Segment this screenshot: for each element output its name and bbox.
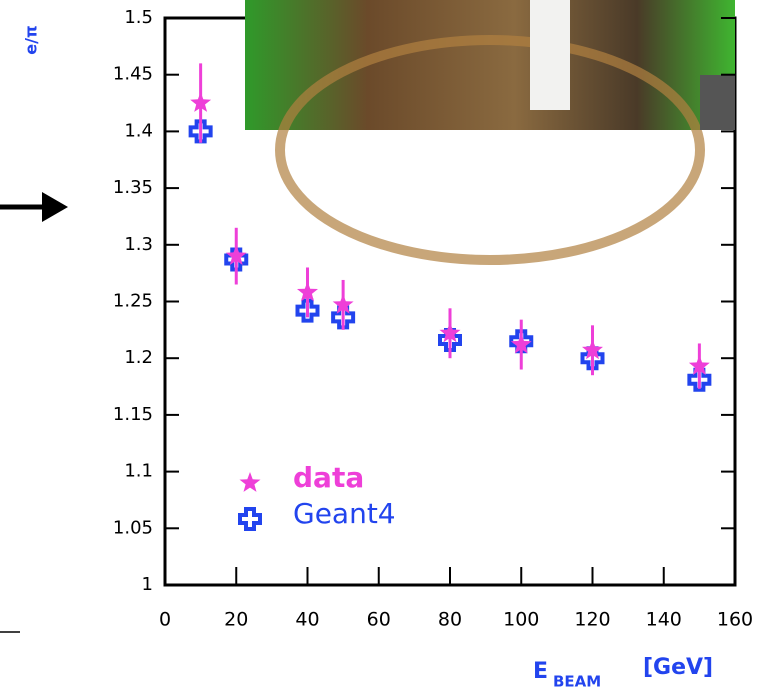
arrow	[0, 192, 68, 222]
x-tick-label: 80	[438, 609, 462, 631]
cross-marker	[240, 509, 260, 529]
x-axis-label-sub: BEAM	[553, 673, 601, 691]
star-marker	[240, 472, 261, 492]
x-tick-label: 0	[159, 609, 171, 631]
x-axis-label: E	[533, 659, 548, 684]
photo	[245, 0, 735, 260]
legend-label: Geant4	[293, 497, 396, 530]
y-axis-label: e/π	[22, 25, 41, 54]
y-tick-label: 1.45	[113, 64, 153, 85]
y-tick-label: 1.2	[124, 347, 153, 368]
x-tick-label: 40	[295, 609, 319, 631]
x-tick-label: 160	[717, 609, 753, 631]
x-tick-label: 60	[367, 609, 391, 631]
y-tick-label: 1.5	[124, 7, 153, 28]
y-tick-label: 1.3	[124, 234, 153, 255]
y-tick-label: 1.1	[124, 461, 153, 482]
y-tick-label: 1.15	[113, 404, 153, 425]
chart: e/π E BEAM [GeV] 1 1.05 1.1 1.15 1.2 1.25 1.3 1…	[0, 0, 781, 693]
y-tick-label: 1	[142, 574, 153, 595]
y-tick-label: 1.25	[113, 291, 153, 312]
x-tick-label: 120	[574, 609, 610, 631]
y-tick-label: 1.05	[113, 517, 153, 538]
x-tick-label: 140	[646, 609, 682, 631]
page: e/π E BEAM [GeV] 1 1.05 1.1 1.15 1.2 1.25 1.3 1…	[0, 0, 781, 693]
x-axis-unit: [GeV]	[643, 655, 713, 680]
x-tick-label: 20	[224, 609, 248, 631]
y-tick-label: 1.35	[113, 177, 153, 198]
x-tick-label: 100	[503, 609, 539, 631]
legend-label: data	[293, 461, 364, 494]
y-tick-label: 1.4	[124, 120, 153, 141]
